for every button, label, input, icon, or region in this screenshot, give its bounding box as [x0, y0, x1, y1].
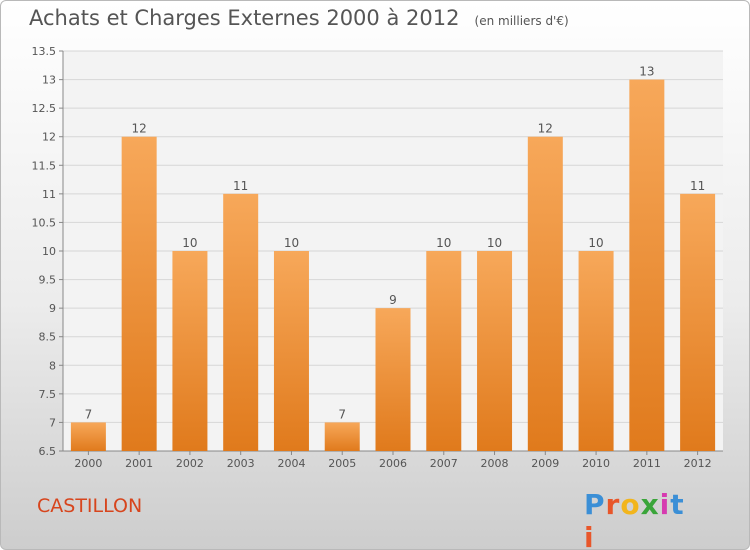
bar-2008 [477, 251, 513, 451]
chart-title-block: Achats et Charges Externes 2000 à 2012 (… [29, 6, 569, 30]
bar-2001 [121, 136, 157, 451]
data-label: 10 [487, 236, 502, 250]
logo-letter: i [584, 521, 595, 550]
data-label: 9 [389, 293, 397, 307]
y-tick-label: 9 [49, 302, 56, 315]
y-tick-label: 11 [42, 188, 56, 201]
data-label: 12 [538, 122, 553, 136]
bar-2000 [70, 422, 106, 451]
y-tick-label: 6.5 [39, 445, 57, 458]
logo-letter: i [659, 488, 671, 521]
bar-2006 [375, 308, 411, 451]
y-tick-label: 10 [42, 245, 56, 258]
data-label: 12 [132, 122, 147, 136]
x-tick-label: 2011 [633, 457, 661, 470]
x-tick-label: 2000 [74, 457, 102, 470]
x-tick-label: 2006 [379, 457, 407, 470]
chart-title: Achats et Charges Externes 2000 à 2012 [29, 6, 460, 30]
logo-letter: x [640, 488, 660, 521]
x-tick-label: 2010 [582, 457, 610, 470]
y-tick-label: 13.5 [32, 45, 57, 58]
y-tick-label: 8 [49, 359, 56, 372]
logo-letter: t [670, 488, 685, 521]
x-tick-label: 2003 [227, 457, 255, 470]
bar-2002 [172, 251, 208, 451]
x-tick-label: 2008 [481, 457, 509, 470]
bar-2003 [223, 193, 259, 451]
data-label: 13 [639, 65, 654, 79]
x-tick-label: 2001 [125, 457, 153, 470]
data-label: 11 [690, 179, 705, 193]
y-tick-label: 11.5 [32, 159, 57, 172]
x-tick-label: 2009 [531, 457, 559, 470]
y-tick-label: 12.5 [32, 102, 57, 115]
y-tick-label: 10.5 [32, 216, 57, 229]
y-tick-label: 7 [49, 416, 56, 429]
logo-letter: r [605, 488, 621, 521]
data-label: 10 [182, 236, 197, 250]
logo-letter: P [584, 488, 606, 521]
bar-2005 [324, 422, 360, 451]
y-tick-label: 12 [42, 131, 56, 144]
bar-2004 [273, 251, 309, 451]
bar-2009 [527, 136, 563, 451]
x-tick-label: 2002 [176, 457, 204, 470]
y-tick-label: 7.5 [39, 388, 57, 401]
bar-2011 [629, 79, 665, 452]
x-tick-label: 2012 [684, 457, 712, 470]
chart-subtitle: (en milliers d'€) [474, 14, 569, 28]
data-label: 10 [284, 236, 299, 250]
data-label: 10 [588, 236, 603, 250]
bar-2007 [426, 251, 462, 451]
y-tick-label: 13 [42, 74, 56, 87]
data-label: 7 [85, 407, 93, 421]
x-tick-label: 2005 [328, 457, 356, 470]
city-name: CASTILLON [37, 495, 143, 517]
y-tick-label: 8.5 [39, 331, 57, 344]
proxiti-logo: Proxiti [584, 488, 694, 549]
x-tick-label: 2007 [430, 457, 458, 470]
logo-letter: o [620, 488, 641, 521]
y-tick-label: 9.5 [39, 274, 57, 287]
data-label: 10 [436, 236, 451, 250]
data-label: 11 [233, 179, 248, 193]
bar-2012 [680, 193, 716, 451]
bar-2010 [578, 251, 614, 451]
data-label: 7 [338, 407, 346, 421]
x-tick-label: 2004 [277, 457, 305, 470]
